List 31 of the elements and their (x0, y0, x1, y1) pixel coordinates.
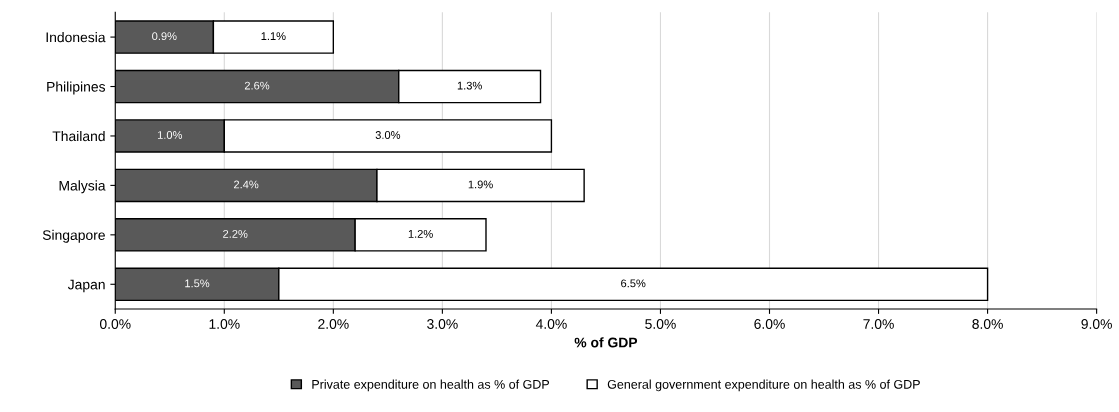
data-label: 1.1% (261, 32, 286, 41)
data-label: 2.4% (234, 180, 259, 189)
x-tick-label: 9.0% (1081, 319, 1112, 329)
y-tick-label: Thailand (52, 130, 105, 142)
y-tick-label: Indonesia (46, 32, 106, 43)
data-label: 0.9% (152, 32, 177, 41)
data-label: 3.0% (375, 131, 401, 139)
data-label: 2.6% (244, 81, 270, 90)
y-tick-label: Malysia (59, 180, 106, 194)
y-tick-label: Japan (67, 279, 105, 293)
x-tick-label: 0.0% (99, 319, 131, 329)
x-axis-title: % of GDP (574, 337, 638, 348)
x-tick-label: 2.0% (318, 319, 349, 329)
y-tick-label: Philipines (47, 81, 106, 95)
data-label: 1.0% (157, 131, 183, 139)
x-tick-label: 7.0% (863, 319, 894, 329)
data-label: 1.2% (408, 229, 433, 238)
x-tick-label: 1.0% (209, 319, 240, 329)
x-tick-label: 6.0% (754, 319, 785, 329)
legend-label: Private expenditure on health as % of GDP (312, 379, 550, 392)
data-label: 1.9% (468, 180, 493, 189)
x-tick-label: 5.0% (645, 319, 676, 329)
x-tick-label: 8.0% (972, 319, 1003, 329)
x-tick-label: 3.0% (427, 319, 458, 329)
data-label: 1.3% (457, 81, 482, 90)
data-label: 1.5% (185, 279, 210, 288)
y-tick-label: Singapore (42, 229, 105, 243)
data-label: 2.2% (223, 229, 248, 238)
x-tick-label: 4.0% (535, 319, 567, 329)
legend-label: General government expenditure on health as % of GDP (607, 379, 920, 392)
data-label: 6.5% (621, 279, 646, 288)
